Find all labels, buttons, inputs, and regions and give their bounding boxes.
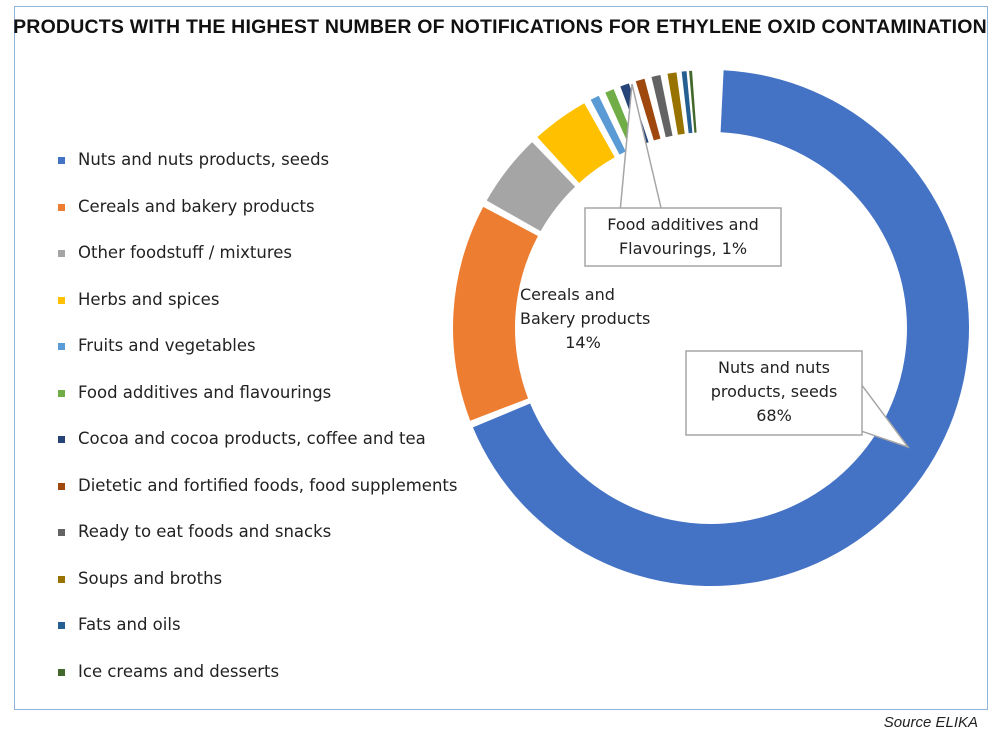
callout-label: Nuts and nuts — [718, 358, 830, 377]
legend-label: Other foodstuff / mixtures — [78, 243, 293, 262]
legend-swatch — [58, 250, 65, 257]
legend-swatch — [58, 157, 65, 164]
callout-label: Cereals and — [520, 285, 615, 304]
legend-item: Ready to eat foods and snacks — [52, 518, 457, 565]
legend-label: Fats and oils — [78, 615, 181, 634]
donut-slice — [486, 142, 576, 232]
legend-label: Cereals and bakery products — [78, 196, 315, 216]
callout-label: Bakery products — [520, 309, 650, 328]
callout-label: 14% — [565, 333, 601, 352]
legend-item: Herbs and spices — [52, 286, 457, 333]
legend-item: Dietetic and fortified foods, food suppl… — [52, 472, 457, 519]
legend-item: Fats and oils — [52, 611, 457, 658]
callout-label: 68% — [756, 406, 792, 425]
legend-label: Dietetic and fortified foods, food suppl… — [78, 475, 458, 495]
legend-swatch — [58, 389, 65, 397]
legend: Nuts and nuts products, seeds Cereals and… — [52, 146, 457, 704]
donut-slice — [689, 70, 697, 133]
legend-label: Ice creams and desserts — [78, 661, 280, 681]
legend-swatch — [58, 296, 65, 304]
legend-item: Food additives and flavourings — [52, 379, 457, 426]
callout-label: Food additives and — [607, 215, 759, 234]
donut-slice — [590, 95, 626, 155]
legend-item: Nuts and nuts products, seeds — [52, 146, 457, 193]
legend-label: Ready to eat foods and snacks — [78, 522, 332, 541]
legend-label: Cocoa and cocoa products, coffee and tea — [78, 429, 426, 448]
callout-pointer — [619, 83, 663, 213]
donut-slice — [651, 75, 673, 138]
donut-slice — [635, 78, 661, 141]
legend-label: Herbs and spices — [78, 289, 220, 309]
legend-swatch — [58, 529, 65, 536]
chart-title: PRODUCTS WITH THE HIGHEST NUMBER OF NOTI… — [13, 16, 987, 38]
legend-swatch — [58, 622, 65, 629]
legend-swatch — [58, 343, 65, 350]
legend-item: Ice creams and desserts — [52, 658, 457, 705]
legend-item: Cocoa and cocoa products, coffee and tea — [52, 425, 457, 472]
legend-swatch — [58, 482, 65, 490]
callout-label: Flavourings, 1% — [619, 239, 747, 258]
legend-item: Soups and broths — [52, 565, 457, 612]
donut-slice — [453, 206, 538, 421]
legend-label: Soups and broths — [78, 568, 223, 588]
legend-swatch — [58, 203, 65, 211]
legend-label: Fruits and vegetables — [78, 336, 256, 355]
callout-box — [584, 207, 782, 267]
legend-swatch — [58, 668, 65, 676]
legend-label: Nuts and nuts products, seeds — [78, 150, 330, 169]
donut-slice — [667, 72, 685, 135]
callout-box — [685, 350, 863, 436]
chart-frame — [14, 6, 988, 710]
callout-label: products, seeds — [711, 382, 838, 401]
legend-swatch — [58, 575, 65, 583]
donut-slice — [537, 103, 615, 184]
legend-item: Cereals and bakery products — [52, 193, 457, 240]
donut-slice — [681, 71, 693, 134]
legend-item: Fruits and vegetables — [52, 332, 457, 379]
legend-swatch — [58, 436, 65, 443]
legend-label: Food additives and flavourings — [78, 382, 332, 402]
legend-item: Other foodstuff / mixtures — [52, 239, 457, 286]
source-note: Source ELIKA — [883, 714, 978, 731]
